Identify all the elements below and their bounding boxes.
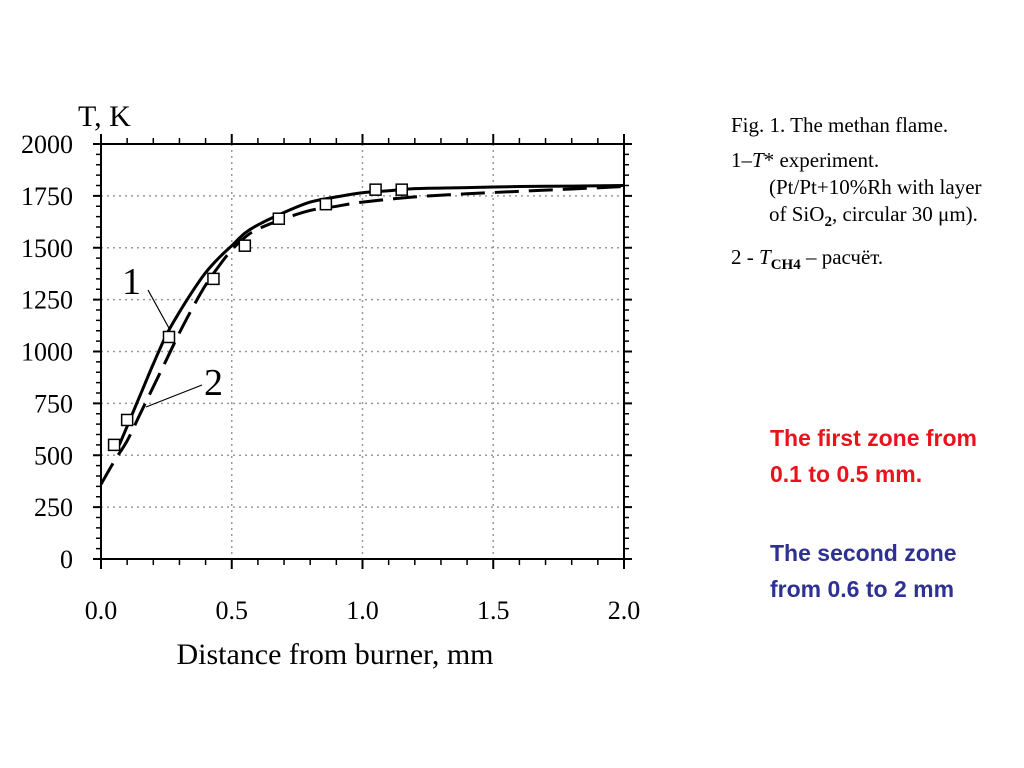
item1-variable: T (752, 148, 764, 172)
tick-labels: 0 250 500 750 1000 1250 1500 1750 2000 0.0 0.5 1.0 1… (21, 130, 640, 625)
item1-prefix: 1– (731, 148, 752, 172)
series-2-line (99, 185, 625, 486)
item2-subscript: CH4 (770, 257, 801, 274)
y-tick-label: 1500 (21, 234, 73, 263)
label-1-leader (147, 289, 171, 331)
grid-lines (101, 144, 624, 559)
experiment-marker (120, 413, 134, 427)
axis-ticks (93, 134, 632, 569)
experiment-marker (395, 183, 408, 196)
experiment-marker (369, 183, 382, 196)
series-1-line (117, 184, 625, 446)
series-layer (99, 184, 625, 486)
marker-layer (107, 183, 408, 452)
experiment-marker (107, 438, 121, 452)
item1-subscript: 2 (824, 214, 832, 231)
y-tick-label: 250 (34, 493, 73, 522)
y-tick-label: 1250 (21, 286, 73, 315)
y-tick-label: 1000 (21, 338, 73, 367)
caption-item-2: 2 - TCH4 – расчёт. (731, 244, 1001, 279)
x-tick-label: 2.0 (608, 596, 641, 625)
item2-prefix: 2 - (731, 245, 759, 270)
experiment-marker (272, 212, 286, 225)
experiment-marker (238, 239, 252, 252)
caption-item-1: 1–T* experiment. (Pt/Pt+10%Rh with layer… (731, 147, 1001, 236)
experiment-marker (162, 330, 176, 344)
experiment-marker (207, 272, 220, 286)
x-tick-label: 1.5 (477, 596, 510, 625)
item2-text: – расчёт. (800, 245, 884, 270)
curve-label-1: 1 (122, 261, 141, 303)
x-tick-label: 0.5 (216, 596, 249, 625)
label-2-leader (145, 384, 203, 408)
item1-text-a: * experiment. (Pt/Pt+10%Rh with layer of… (763, 148, 982, 226)
x-tick-label: 1.0 (346, 596, 379, 625)
y-tick-label: 500 (34, 441, 73, 470)
curve-label-2: 2 (204, 362, 223, 404)
second-zone-note: The second zone from 0.6 to 2 mm (770, 540, 957, 602)
x-axis-title: Distance from burner, mm (176, 638, 493, 671)
curve-labels: 12 (122, 261, 223, 408)
caption-title: Fig. 1. The methan flame. (731, 113, 949, 137)
temperature-chart: 0 250 500 750 1000 1250 1500 1750 2000 0.0 0.5 1.0 1… (21, 100, 640, 671)
first-zone-note: The first zone from 0.1 to 0.5 mm. (770, 425, 978, 487)
y-tick-label: 2000 (21, 130, 73, 159)
y-tick-label: 1750 (21, 182, 73, 211)
y-axis-title: T, K (78, 100, 131, 133)
x-tick-label: 0.0 (85, 596, 118, 625)
experiment-marker (319, 197, 333, 211)
item1-text-b: , circular 30 μm). (831, 202, 978, 226)
y-tick-label: 750 (34, 389, 73, 418)
item2-variable: T (759, 245, 771, 270)
figure-caption: Fig. 1. The methan flame. 1–T* experimen… (731, 112, 1001, 287)
y-tick-label: 0 (60, 545, 73, 574)
